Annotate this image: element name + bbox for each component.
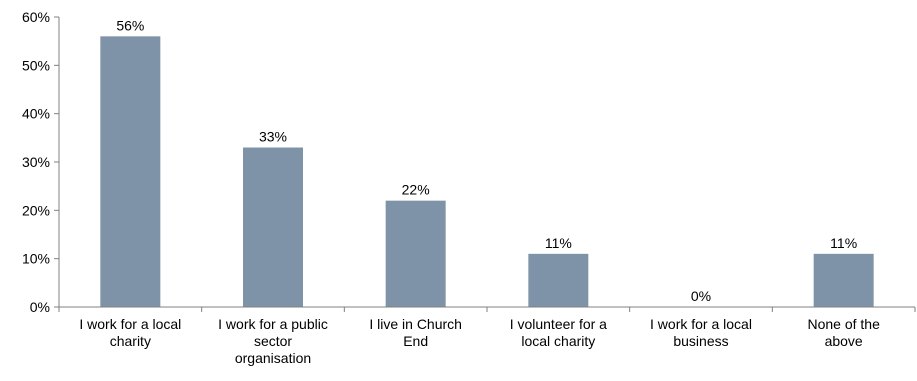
y-tick-label: 40%: [22, 106, 50, 122]
data-label: 0%: [691, 288, 711, 304]
x-axis: I work for a local charity I work for a pu…: [58, 306, 916, 366]
y-tick-label: 20%: [22, 202, 50, 218]
y-tick-label: 0%: [30, 299, 50, 315]
x-category-label: I volunteer for a local charity: [510, 316, 607, 349]
y-tick-label: 30%: [22, 154, 50, 170]
x-category-label: I live in Church End: [369, 316, 462, 349]
data-label: 33%: [259, 129, 287, 145]
bars: 56% 33% 22% 11% 0% 11%: [100, 17, 874, 307]
data-label: 56%: [116, 17, 144, 33]
y-axis: 0% 10% 20% 30% 40% 50% 60%: [22, 9, 60, 315]
bar: [528, 253, 589, 307]
data-label: 11%: [545, 235, 572, 251]
y-tick-label: 50%: [22, 57, 50, 73]
x-category-label: I work for a local business: [650, 316, 752, 349]
data-label: 22%: [402, 182, 430, 198]
x-category-label: None of the above: [807, 316, 880, 349]
bar: [243, 147, 303, 307]
bar: [100, 36, 161, 307]
x-category-label: I work for a public sector organisation: [218, 316, 328, 366]
y-tick-label: 10%: [22, 251, 50, 267]
y-tick-label: 60%: [22, 9, 50, 25]
data-label: 11%: [830, 235, 857, 251]
x-category-label: I work for a local charity: [79, 316, 181, 349]
bar: [385, 200, 446, 307]
bar: [813, 253, 874, 307]
